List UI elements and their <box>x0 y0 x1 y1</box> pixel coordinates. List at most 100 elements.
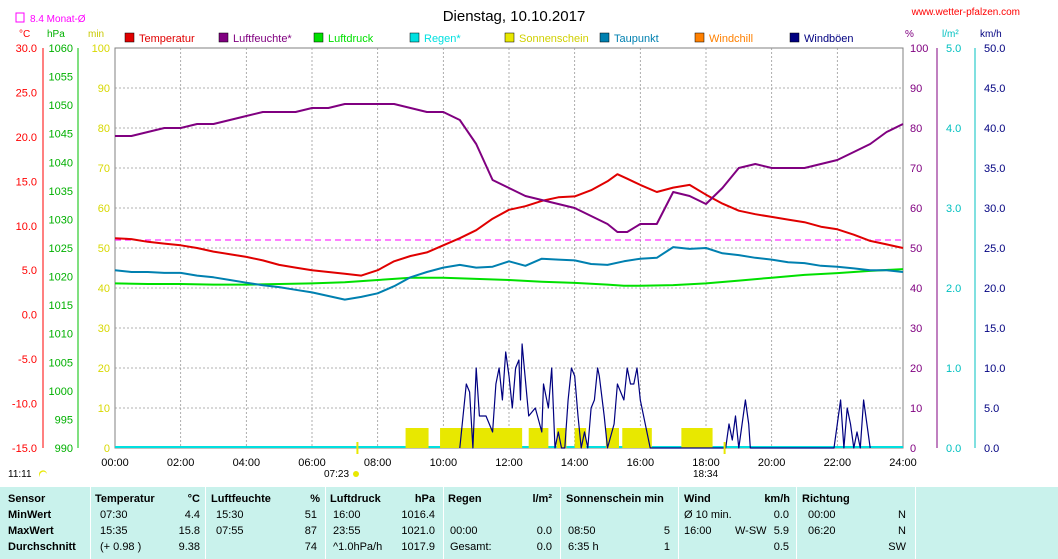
table-cell: 07:30 <box>100 509 128 521</box>
chart-title: Dienstag, 10.10.2017 <box>443 8 586 25</box>
sunrise-time: 07:23 <box>324 469 349 480</box>
monat-avg-swatch <box>15 12 25 23</box>
pressure-axis-tick: 1010 <box>49 329 73 341</box>
temp-axis-tick: 15.0 <box>16 176 37 188</box>
humidity-axis-tick: 80 <box>910 123 922 135</box>
humidity-axis-tick: 90 <box>910 83 922 95</box>
sun-axis-tick: 50 <box>98 243 110 255</box>
table-cell: SW <box>888 541 906 553</box>
sunshine-bar <box>405 428 429 448</box>
legend-swatch <box>789 32 800 43</box>
table-header: Luftdruck <box>330 493 381 505</box>
pressure-axis-tick: 1040 <box>49 157 73 169</box>
rain-axis-tick: 0.0 <box>946 443 961 455</box>
table-cell: 07:55 <box>216 525 244 537</box>
table-cell: 1021.0 <box>401 525 435 537</box>
legend-label: Taupunkt <box>614 33 659 45</box>
legend-swatch <box>504 32 515 43</box>
table-cell: 15:35 <box>100 525 128 537</box>
pressure-axis-tick: 1025 <box>49 243 73 255</box>
table-cell: Ø 10 min. <box>684 509 732 521</box>
table-cell: 51 <box>304 509 317 521</box>
temp-axis-tick: 0.0 <box>22 310 37 322</box>
table-header: Regen <box>448 493 482 505</box>
x-axis-tick: 20:00 <box>758 457 786 469</box>
legend-label: Windchill <box>709 33 753 45</box>
wind-axis-tick: 10.0 <box>984 363 1005 375</box>
rain-axis-tick: 4.0 <box>946 123 961 135</box>
humidity-axis-tick: 10 <box>910 403 922 415</box>
x-axis-tick: 24:00 <box>889 457 917 469</box>
sun-icon <box>353 471 359 477</box>
humidity-axis-tick: 100 <box>910 43 928 55</box>
pressure-axis-tick: 1060 <box>49 43 73 55</box>
wind-axis-tick: 40.0 <box>984 123 1005 135</box>
wind-axis-tick: 45.0 <box>984 83 1005 95</box>
table-header-unit: hPa <box>414 493 435 505</box>
legend-label: Luftdruck <box>328 33 374 45</box>
temp-axis-tick: 30.0 <box>16 43 37 55</box>
legend-swatch <box>124 32 135 43</box>
grid <box>114 47 904 449</box>
temp-axis-tick: -5.0 <box>18 354 37 366</box>
legend-swatch <box>599 32 610 43</box>
x-axis-tick: 00:00 <box>101 457 129 469</box>
temp-axis-tick: 10.0 <box>16 221 37 233</box>
table-cell: ^1.0hPa/h <box>333 541 383 553</box>
unit-hpa: hPa <box>47 29 65 40</box>
markers: 07:23 18:34 11:11 <box>8 442 726 480</box>
axes: 30.0 25.0 20.0 15.0 10.0 5.0 0.0 -5.0 -10.0 -15.0… <box>12 43 1006 469</box>
wind-axis-tick: 35.0 <box>984 163 1005 175</box>
wind-axis-tick: 15.0 <box>984 323 1005 335</box>
sunshine-bar <box>556 428 567 448</box>
wind-axis-tick: 30.0 <box>984 203 1005 215</box>
moon-time: 11:11 <box>8 469 32 480</box>
table-cell: N <box>898 525 906 537</box>
pressure-axis-tick: 1005 <box>49 357 73 369</box>
table-cell: 16:00 <box>333 509 361 521</box>
pressure-axis-tick: 1055 <box>49 72 73 84</box>
sun-axis-tick: 40 <box>98 283 110 295</box>
wind-axis-tick: 0.0 <box>984 443 999 455</box>
table-cell: 08:50 <box>568 525 596 537</box>
rain-axis-tick: 5.0 <box>946 43 961 55</box>
rain-axis-tick: 3.0 <box>946 203 961 215</box>
sun-axis-tick: 60 <box>98 203 110 215</box>
unit-min: min <box>88 29 104 40</box>
table-header: Sensor <box>8 493 46 505</box>
table-cell: 87 <box>304 525 317 537</box>
pressure-axis-tick: 1045 <box>49 129 73 141</box>
wind-axis-tick: 20.0 <box>984 283 1005 295</box>
sun-axis-tick: 0 <box>104 443 110 455</box>
table-cell: 1016.4 <box>401 509 435 521</box>
x-axis-tick: 04:00 <box>233 457 261 469</box>
wind-axis-tick: 5.0 <box>984 403 999 415</box>
table-cell: N <box>898 509 906 521</box>
series <box>114 103 904 449</box>
legend-label: Temperatur <box>139 33 195 45</box>
humidity-axis-tick: 50 <box>910 243 922 255</box>
wind-axis-tick: 50.0 <box>984 43 1005 55</box>
table-cell: 00:00 <box>450 525 478 537</box>
humidity-axis-tick: 30 <box>910 323 922 335</box>
sunshine-bar <box>622 428 652 448</box>
table-header-unit: km/h <box>764 493 790 505</box>
x-axis-tick: 08:00 <box>364 457 392 469</box>
x-axis-tick: 02:00 <box>167 457 195 469</box>
table-cell: 15:30 <box>216 509 244 521</box>
weather-chart: Dienstag, 10.10.2017 www.wetter-pfalzen.… <box>8 7 1020 480</box>
humidity-axis-tick: 20 <box>910 363 922 375</box>
wind-axis-tick: 25.0 <box>984 243 1005 255</box>
table-row-label: MinWert <box>8 509 52 521</box>
table-cell: 0.0 <box>536 541 552 553</box>
table-cell: 9.38 <box>178 541 200 553</box>
series-line-taupunkt <box>114 246 904 301</box>
pressure-axis-tick: 1035 <box>49 186 73 198</box>
x-axis-tick: 06:00 <box>298 457 326 469</box>
site-link[interactable]: www.wetter-pfalzen.com <box>911 7 1020 18</box>
sunset-time: 18:34 <box>693 469 718 480</box>
humidity-axis-tick: 60 <box>910 203 922 215</box>
sun-axis-tick: 30 <box>98 323 110 335</box>
table-separator <box>915 487 916 559</box>
table-separator <box>443 487 444 559</box>
